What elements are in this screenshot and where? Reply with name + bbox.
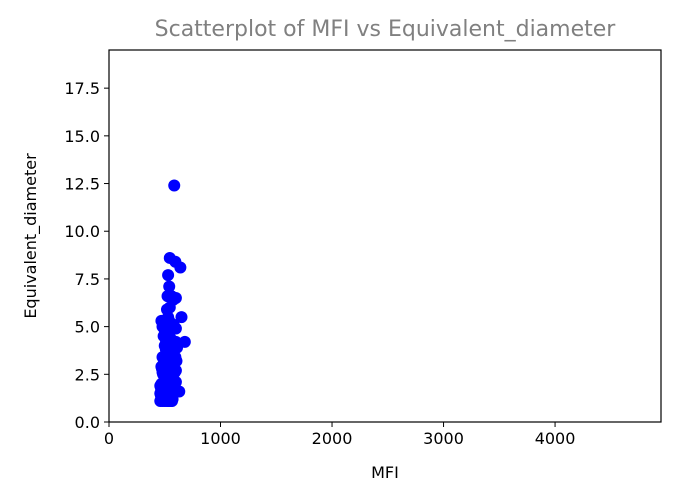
data-point <box>163 280 176 293</box>
data-point <box>165 393 178 406</box>
x-axis-label: MFI <box>371 463 399 482</box>
y-axis-label: Equivalent_diameter <box>21 153 41 319</box>
x-tick-label: 0 <box>104 429 114 448</box>
x-tick-label: 3000 <box>423 429 464 448</box>
chart-title: Scatterplot of MFI vs Equivalent_diamete… <box>155 17 617 42</box>
x-tick-label: 1000 <box>200 429 241 448</box>
y-tick-label: 7.5 <box>75 270 100 289</box>
x-tick-label: 2000 <box>312 429 353 448</box>
y-axis: 0.0 2.5 5.0 7.5 10.0 12.5 15.0 17.5 <box>64 79 109 432</box>
data-point <box>174 261 187 274</box>
data-point <box>169 292 182 304</box>
y-tick-label: 2.5 <box>75 365 100 384</box>
x-tick-label: 4000 <box>535 429 576 448</box>
data-point <box>175 311 188 324</box>
data-points <box>154 179 191 408</box>
plot-area-frame <box>108 49 662 423</box>
y-tick-label: 12.5 <box>64 175 100 194</box>
y-tick-label: 10.0 <box>64 222 100 241</box>
y-tick-label: 15.0 <box>64 127 100 146</box>
y-tick-label: 0.0 <box>75 413 100 432</box>
data-point <box>162 269 175 282</box>
data-point <box>168 179 181 192</box>
y-tick-label: 5.0 <box>75 318 100 337</box>
y-tick-label: 17.5 <box>64 79 100 98</box>
x-axis: 0 1000 2000 3000 4000 <box>104 422 576 448</box>
